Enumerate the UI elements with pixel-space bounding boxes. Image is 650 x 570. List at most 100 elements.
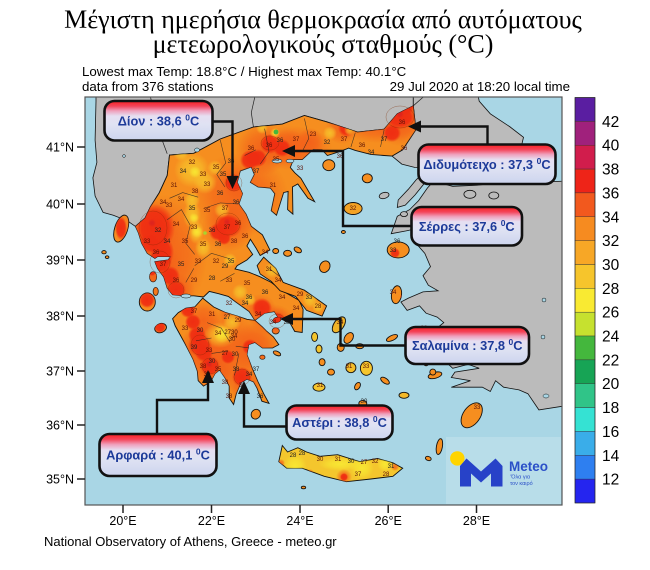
svg-text:36: 36 — [246, 295, 253, 301]
svg-text:29 Jul 2020 at 18:20 local tim: 29 Jul 2020 at 18:20 local time — [390, 79, 570, 94]
svg-text:38: 38 — [284, 320, 291, 326]
svg-text:τον καιρό: τον καιρό — [510, 480, 533, 487]
svg-text:Διδυμότειχο : 37,3 0C: Διδυμότειχο : 37,3 0C — [423, 156, 550, 172]
svg-text:33: 33 — [166, 203, 173, 209]
svg-text:40°N: 40°N — [46, 198, 74, 212]
svg-text:36: 36 — [248, 146, 255, 152]
svg-text:40: 40 — [602, 138, 620, 155]
svg-text:33: 33 — [204, 182, 211, 188]
svg-text:37: 37 — [160, 262, 167, 268]
svg-text:33: 33 — [390, 248, 397, 254]
svg-text:29: 29 — [235, 318, 242, 324]
svg-text:33: 33 — [297, 166, 304, 172]
svg-text:34: 34 — [279, 295, 286, 301]
svg-text:35: 35 — [204, 208, 211, 214]
svg-text:31: 31 — [317, 383, 324, 389]
svg-text:‘Όλα για: ‘Όλα για — [510, 475, 531, 481]
svg-text:32: 32 — [324, 140, 331, 146]
svg-text:36: 36 — [401, 146, 408, 152]
svg-text:26: 26 — [602, 305, 619, 322]
svg-text:36: 36 — [257, 394, 264, 400]
svg-text:35: 35 — [228, 259, 235, 265]
svg-text:35: 35 — [273, 157, 280, 163]
svg-text:38°N: 38°N — [46, 310, 74, 324]
svg-text:32: 32 — [189, 160, 196, 166]
svg-text:34: 34 — [180, 169, 187, 175]
svg-text:33: 33 — [363, 364, 370, 370]
svg-text:28: 28 — [299, 451, 306, 457]
svg-text:23: 23 — [310, 132, 317, 138]
svg-text:28: 28 — [209, 276, 216, 282]
svg-text:34: 34 — [270, 320, 277, 326]
svg-text:26°E: 26°E — [375, 514, 402, 528]
svg-text:41°N: 41°N — [46, 141, 74, 155]
svg-text:12: 12 — [602, 472, 619, 489]
svg-text:38: 38 — [222, 380, 229, 386]
svg-text:34: 34 — [262, 250, 269, 256]
svg-text:37: 37 — [224, 225, 231, 231]
svg-text:29: 29 — [222, 264, 229, 270]
svg-text:27: 27 — [222, 351, 229, 357]
svg-text:38: 38 — [602, 162, 619, 179]
svg-text:31: 31 — [171, 183, 178, 189]
svg-text:32: 32 — [213, 259, 220, 265]
svg-text:28: 28 — [383, 472, 390, 478]
svg-text:31: 31 — [388, 464, 395, 470]
svg-text:32: 32 — [350, 206, 357, 212]
svg-text:data from 376 stations: data from 376 stations — [82, 79, 214, 94]
svg-text:14: 14 — [602, 448, 620, 465]
svg-text:16: 16 — [602, 424, 619, 441]
svg-text:35: 35 — [244, 281, 251, 287]
svg-text:36: 36 — [277, 138, 284, 144]
svg-text:20°E: 20°E — [109, 514, 136, 528]
svg-text:37: 37 — [293, 137, 300, 143]
svg-text:34: 34 — [178, 197, 185, 203]
svg-text:36: 36 — [242, 234, 249, 240]
svg-text:34: 34 — [390, 290, 397, 296]
svg-text:37: 37 — [381, 137, 388, 143]
svg-text:μετεωρολογικούς σταθμούς (°C): μετεωρολογικούς σταθμούς (°C) — [153, 30, 494, 59]
svg-text:28: 28 — [290, 453, 297, 459]
svg-text:30: 30 — [348, 459, 355, 465]
svg-text:30: 30 — [209, 359, 216, 365]
svg-text:Meteo: Meteo — [509, 459, 548, 474]
svg-text:35: 35 — [215, 367, 222, 373]
svg-text:24°E: 24°E — [286, 514, 313, 528]
svg-text:31: 31 — [335, 457, 342, 463]
svg-text:30: 30 — [317, 457, 324, 463]
svg-text:38: 38 — [231, 239, 238, 245]
svg-text:34: 34 — [275, 278, 282, 284]
svg-text:35: 35 — [182, 239, 189, 245]
svg-text:38: 38 — [200, 364, 207, 370]
svg-text:National Observatory of Athens: National Observatory of Athens, Greece -… — [44, 534, 337, 549]
svg-text:34: 34 — [246, 372, 253, 378]
svg-text:33: 33 — [200, 172, 207, 178]
svg-text:34: 34 — [173, 222, 180, 228]
svg-text:29: 29 — [297, 292, 304, 298]
svg-text:36: 36 — [235, 221, 242, 227]
svg-text:27: 27 — [361, 460, 368, 466]
svg-text:28: 28 — [602, 281, 619, 298]
svg-text:32: 32 — [155, 228, 162, 234]
svg-text:36: 36 — [602, 185, 619, 202]
svg-text:Σέρρες : 37,6 0C: Σέρρες : 37,6 0C — [419, 218, 515, 234]
svg-text:36: 36 — [209, 228, 216, 234]
svg-text:34: 34 — [215, 331, 222, 337]
svg-text:34: 34 — [231, 334, 238, 340]
svg-text:31: 31 — [209, 312, 216, 318]
svg-text:38: 38 — [233, 367, 240, 373]
svg-text:34: 34 — [602, 209, 620, 226]
svg-text:35: 35 — [200, 242, 207, 248]
svg-text:36: 36 — [394, 239, 401, 245]
svg-text:32: 32 — [602, 233, 619, 250]
svg-text:39: 39 — [191, 345, 198, 351]
svg-text:22: 22 — [602, 352, 619, 369]
svg-text:32: 32 — [372, 459, 379, 465]
svg-text:42: 42 — [602, 114, 619, 131]
svg-text:37: 37 — [355, 472, 362, 478]
svg-text:34: 34 — [160, 200, 167, 206]
svg-text:34: 34 — [164, 239, 171, 245]
svg-text:36: 36 — [215, 242, 222, 248]
svg-text:36: 36 — [233, 200, 240, 206]
svg-text:36: 36 — [173, 278, 180, 284]
